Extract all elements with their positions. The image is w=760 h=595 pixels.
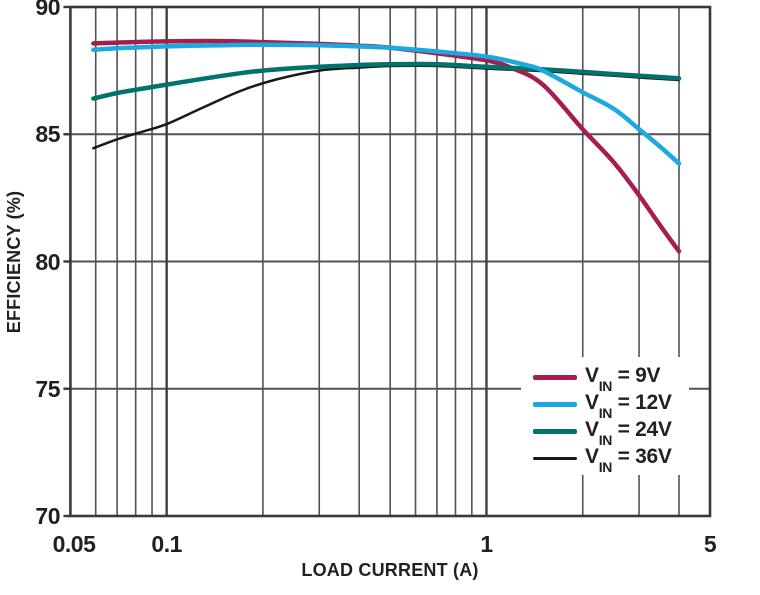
- legend: VIN = 9V VIN = 12V VIN = 24V VIN = 36V: [521, 357, 689, 475]
- curve-vin-12v: [91, 42, 682, 166]
- y-tick-label: 80: [35, 248, 60, 275]
- major-gridlines: [165, 7, 488, 516]
- legend-label: VIN = 9V: [585, 364, 661, 394]
- curve-vin-24v: [91, 61, 682, 101]
- x-tick-label: 0.1: [151, 531, 182, 557]
- legend-item-vin-24v: VIN = 24V: [533, 418, 689, 448]
- legend-item-vin-12v: VIN = 12V: [533, 391, 689, 421]
- legend-label: VIN = 12V: [585, 391, 672, 421]
- y-tick-label: 75: [35, 375, 60, 402]
- data-curves: [91, 38, 682, 254]
- legend-item-vin-9v: VIN = 9V: [533, 364, 689, 394]
- legend-swatch: [533, 429, 577, 434]
- legend-swatch: [533, 375, 577, 380]
- x-axis-label: LOAD CURRENT (A): [301, 560, 479, 580]
- y-tick-label: 90: [35, 0, 60, 20]
- x-tick-label: 1: [480, 531, 493, 557]
- x-tick-label: 0.05: [52, 531, 96, 557]
- x-tick-label: 5: [703, 531, 717, 557]
- y-tick-label: 85: [35, 121, 60, 148]
- legend-label: VIN = 24V: [585, 418, 672, 448]
- y-tick-label: 70: [35, 503, 60, 529]
- legend-swatch: [533, 402, 577, 407]
- legend-swatch: [533, 457, 577, 460]
- axis-ticks: [63, 5, 71, 518]
- legend-label: VIN = 36V: [585, 445, 672, 475]
- legend-item-vin-36v: VIN = 36V: [533, 445, 689, 475]
